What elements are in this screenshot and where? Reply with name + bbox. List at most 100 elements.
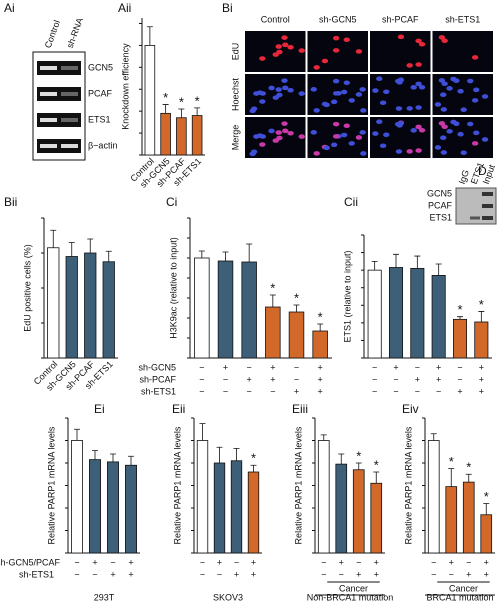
cell-nucleus [287,131,294,136]
group-label: Cancer [449,583,478,593]
condition-sign: − [436,386,441,396]
condition-sign: − [356,557,361,567]
bar [125,464,137,554]
significance-mark: * [374,457,379,472]
bar [213,462,226,554]
gel-band [61,118,78,122]
bar [388,267,404,359]
cell-nucleus [418,127,426,133]
bar [176,117,187,156]
gel-band [40,118,57,122]
condition-sign: − [457,374,462,384]
gel-lane [37,113,81,127]
significance-mark: * [270,280,275,295]
condition-sign: + [251,557,256,567]
error-bar [393,253,399,268]
error-bar [317,323,324,331]
condition-sign: + [270,362,275,372]
cell-nucleus [406,149,413,154]
cell-nucleus [343,37,350,43]
cell-nucleus [376,76,383,82]
condition-sign: − [294,374,299,384]
cell-nucleus [473,87,480,93]
condition-sign: − [372,374,377,384]
bar [335,463,348,554]
gel-band [61,144,78,148]
condition-sign: − [431,569,436,579]
condition-sign: − [393,374,398,384]
blot-row-label: ETS1 [429,212,452,222]
error-bar [74,428,80,441]
condition-sign: + [356,569,361,579]
condition-sign: − [294,362,299,372]
cell-nucleus [440,107,448,112]
cell-nucleus [355,135,363,140]
error-bar [87,238,94,253]
error-bar [465,473,472,483]
cell-nucleus [332,48,340,53]
error-bar [110,453,116,462]
error-bar [293,304,300,312]
cell-nucleus [298,91,305,96]
condition-sign: − [449,569,454,579]
bar [317,440,330,554]
gel-band [61,92,78,96]
cell-nucleus [415,81,422,87]
cell-nucleus [360,108,367,113]
condition-sign: + [270,374,275,384]
condition-name: sh-PCAF [139,374,176,384]
condition-sign: + [318,362,323,372]
cell-nucleus [410,85,417,90]
micro-row-label: EdU [230,43,240,61]
condition-sign: − [393,386,398,396]
panel-label: Bi [222,1,233,15]
cell-nucleus [332,35,340,41]
x-axis-label: SKOV3 [213,592,243,602]
cell-nucleus [330,99,338,105]
gel-band [40,66,57,70]
bar [410,267,425,359]
panel-label: Eiii [292,402,308,416]
cell-nucleus [268,85,275,91]
condition-sign: + [374,569,379,579]
error-bar [250,464,257,472]
significance-mark: * [195,93,200,108]
cell-nucleus [440,150,448,155]
cell-nucleus [446,129,453,134]
cell-nucleus [340,89,348,95]
condition-sign: + [247,374,252,384]
error-bar [146,26,153,46]
cell-nucleus [376,119,383,125]
cell-nucleus [359,130,366,135]
condition-sign: + [466,569,471,579]
error-bar [50,229,57,248]
error-bar [457,316,463,320]
cell-nucleus [313,108,320,113]
condition-sign: + [128,569,133,579]
cell-nucleus [276,49,283,55]
cell-nucleus [397,77,404,83]
gel-row-label: PCAF [88,88,113,98]
blot-row-label: PCAF [428,200,453,210]
cell-nucleus [323,102,330,108]
bar [427,440,440,554]
significance-mark: * [251,451,256,466]
cell-nucleus [383,132,390,138]
cell-nucleus [441,81,448,87]
bar [352,469,365,554]
condition-sign: + [217,557,222,567]
gel-row-label: β−actin [88,140,117,150]
bar [367,269,382,359]
bar [480,514,493,554]
cell-nucleus [467,121,474,127]
cell-nucleus [397,120,404,126]
cell-nucleus [313,65,320,70]
blot-row-label: GCN5 [427,188,452,198]
cell-nucleus [281,78,288,83]
cell-nucleus [415,124,422,130]
x-axis-label: 293T [94,592,115,602]
cell-nucleus [340,132,348,138]
cell-nucleus [282,128,289,134]
y-axis-label: ETS1 (relative to input) [342,250,352,342]
cell-nucleus [415,148,422,153]
